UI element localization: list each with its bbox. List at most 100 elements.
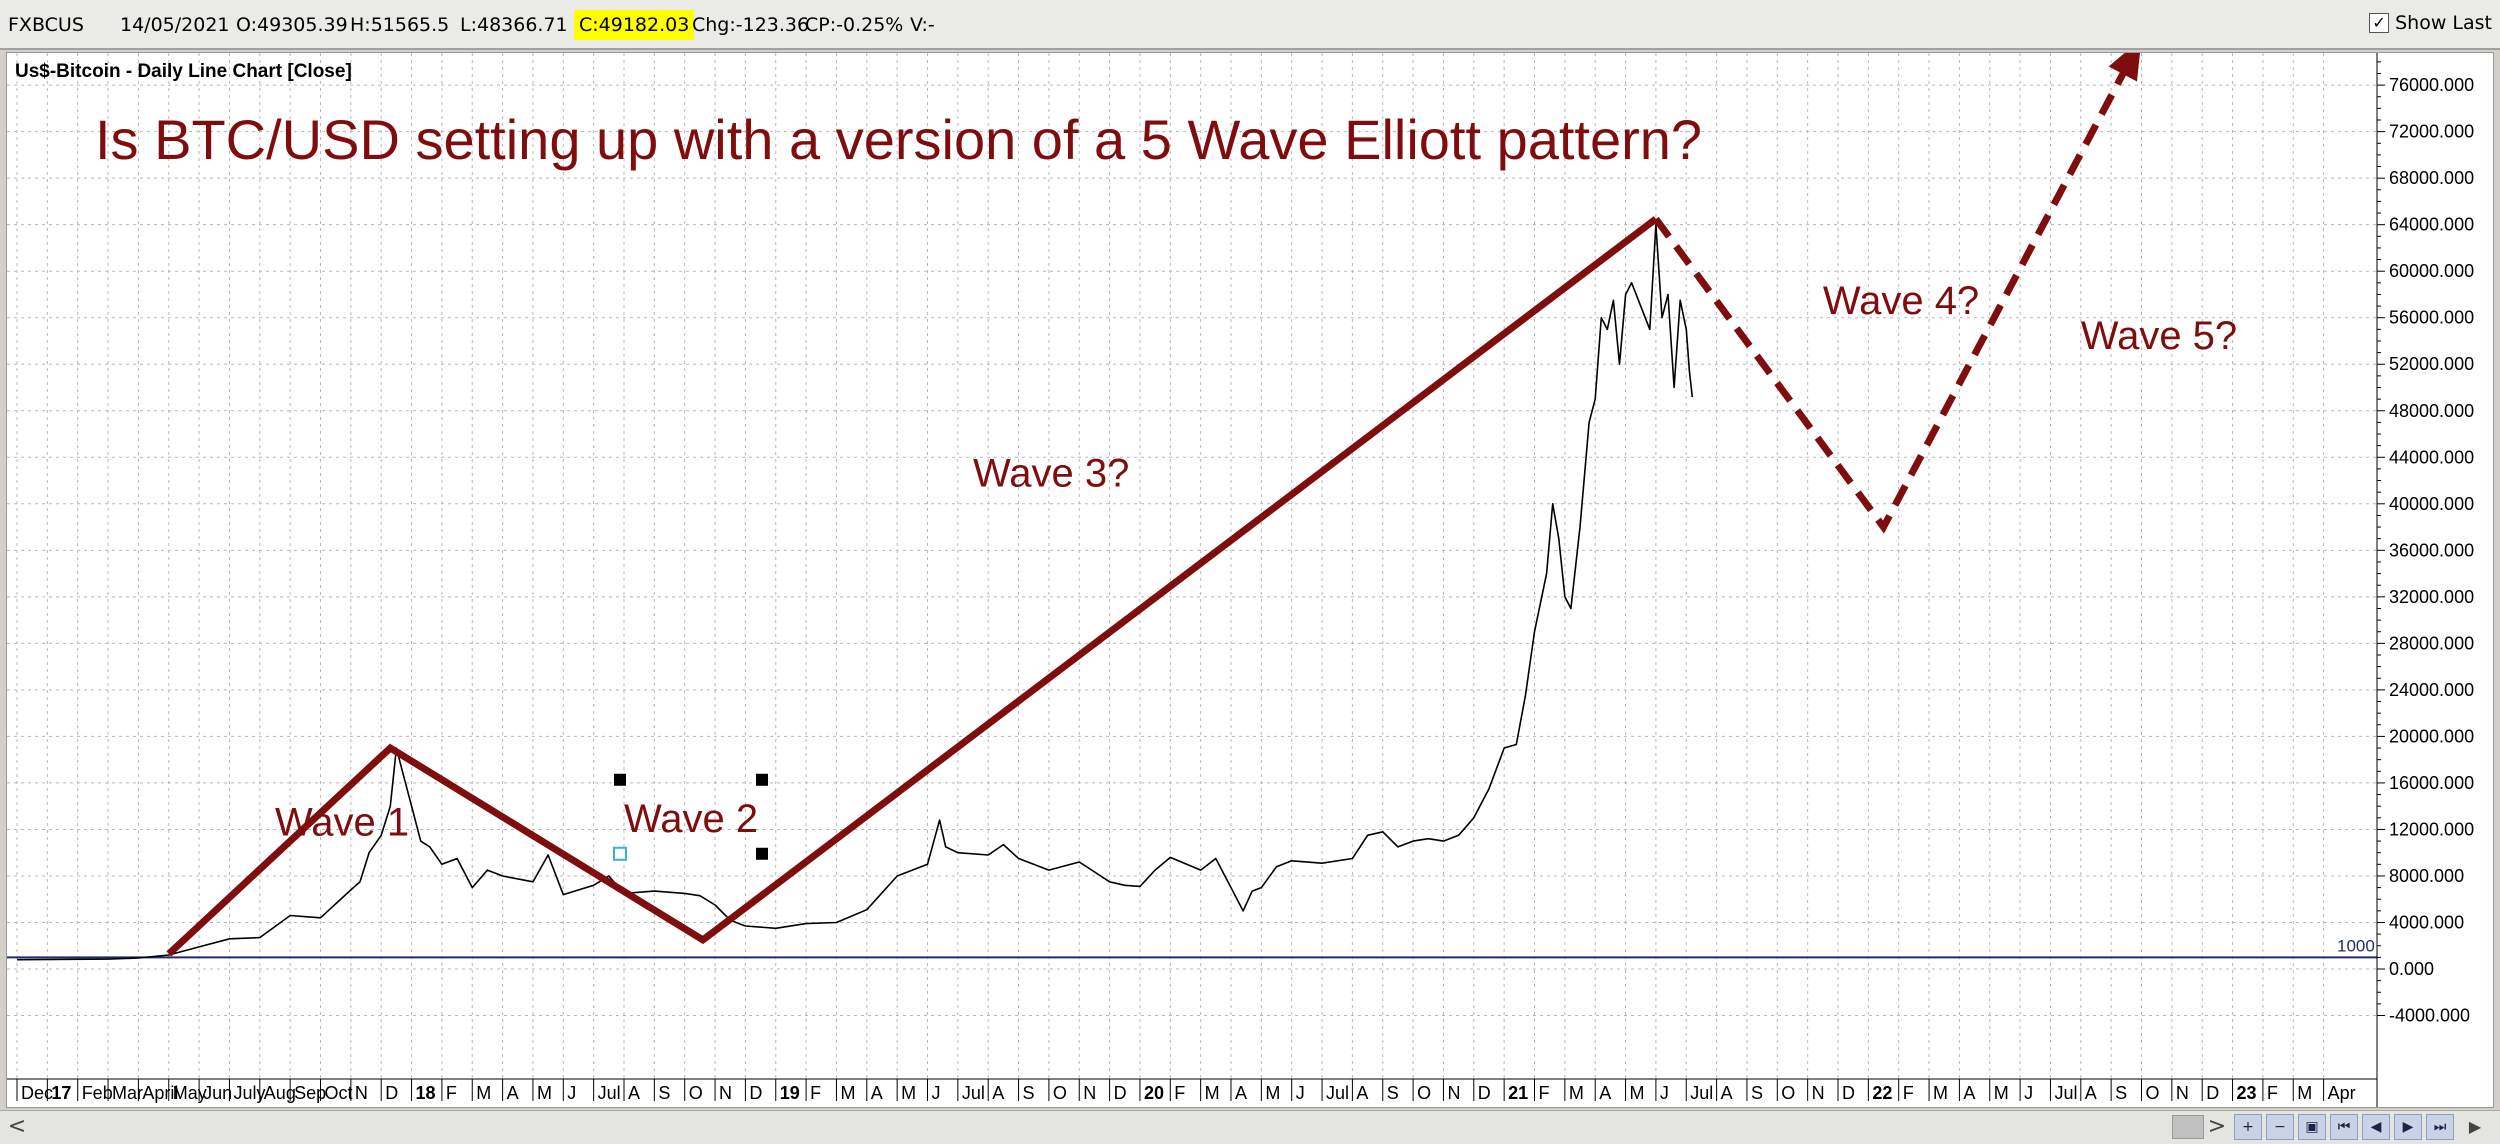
- show-last-checkbox[interactable]: ✓: [2369, 13, 2390, 33]
- selection-handle[interactable]: [756, 847, 768, 860]
- y-tick-label: 52000.000: [2389, 354, 2474, 374]
- x-tick-label: Jul: [598, 1083, 621, 1103]
- x-tick-label: J: [2024, 1083, 2033, 1103]
- x-tick-label: 18: [416, 1083, 436, 1103]
- wave-label[interactable]: Wave 2: [624, 797, 758, 841]
- x-tick-label: A: [507, 1083, 519, 1103]
- x-tick-label: N: [1083, 1083, 1096, 1103]
- x-tick-label: M: [840, 1083, 855, 1103]
- nav-next-icon[interactable]: ▶: [2394, 1114, 2422, 1140]
- y-tick-label: 16000.000: [2389, 773, 2474, 793]
- x-tick-label: Jul: [2054, 1083, 2077, 1103]
- wave-label[interactable]: Wave 3?: [973, 451, 1129, 495]
- y-tick-label: 40000.000: [2389, 494, 2474, 514]
- elliott-wave-dashed-line[interactable]: [1653, 53, 2142, 534]
- zoom-out-icon[interactable]: −: [2266, 1114, 2294, 1140]
- selection-handle[interactable]: [614, 773, 626, 786]
- selection-anchor-handle[interactable]: [613, 846, 627, 861]
- x-tick-label: N: [1447, 1083, 1460, 1103]
- x-tick-label: S: [1387, 1083, 1399, 1103]
- x-tick-label: O: [2146, 1083, 2160, 1103]
- x-tick-label: S: [1023, 1083, 1035, 1103]
- x-tick-label: J: [567, 1083, 576, 1103]
- y-tick-label: 64000.000: [2389, 215, 2474, 235]
- nav-last-icon[interactable]: ⏭: [2426, 1114, 2454, 1140]
- x-tick-label: 19: [780, 1083, 800, 1103]
- y-tick-label: 28000.000: [2389, 633, 2474, 653]
- x-tick-label: N: [719, 1083, 732, 1103]
- x-tick-label: May: [173, 1083, 207, 1103]
- x-tick-label: F: [810, 1083, 821, 1103]
- x-tick-label: M: [1630, 1083, 1645, 1103]
- x-tick-label: A: [1356, 1083, 1368, 1103]
- y-tick-label: 44000.000: [2389, 447, 2474, 467]
- x-tick-label: D: [1842, 1083, 1855, 1103]
- x-tick-label: M: [1569, 1083, 1584, 1103]
- wave-label[interactable]: Wave 4?: [1823, 279, 1979, 323]
- low-value: L:48366.71: [460, 14, 568, 36]
- x-tick-label: D: [1478, 1083, 1491, 1103]
- x-tick-label: J: [932, 1083, 941, 1103]
- wave-label[interactable]: Wave 1: [275, 800, 409, 844]
- x-tick-label: Sep: [294, 1083, 326, 1103]
- scroll-end-icon[interactable]: ▶: [2468, 1117, 2482, 1136]
- x-tick-label: N: [1812, 1083, 1825, 1103]
- y-tick-label: 72000.000: [2389, 122, 2474, 142]
- high-value: H:51565.5: [350, 14, 450, 36]
- wave-5-arrowhead: [2108, 53, 2140, 82]
- x-tick-label: N: [2176, 1083, 2189, 1103]
- y-tick-label: 56000.000: [2389, 308, 2474, 328]
- scroll-left-icon[interactable]: <: [7, 1114, 27, 1139]
- x-tick-label: M: [1994, 1083, 2009, 1103]
- x-tick-label: O: [689, 1083, 703, 1103]
- y-tick-label: 20000.000: [2389, 726, 2474, 746]
- change-percent-value: CP:-0.25%: [805, 14, 904, 36]
- x-tick-label: M: [537, 1083, 552, 1103]
- wave-label[interactable]: Wave 5?: [2081, 314, 2237, 358]
- volume-value: V:-: [910, 14, 935, 36]
- x-tick-label: F: [1539, 1083, 1550, 1103]
- chart-panel[interactable]: 1000 -4000.000 0.000 4000.000 8000.000 12000…: [6, 52, 2494, 1108]
- nav-prev-icon[interactable]: ◀: [2362, 1114, 2390, 1140]
- y-tick-label: 8000.000: [2389, 866, 2464, 886]
- x-tick-label: Aug: [264, 1083, 296, 1103]
- y-tick-label: 24000.000: [2389, 680, 2474, 700]
- x-tick-label: Dec: [21, 1083, 53, 1103]
- bottom-toolbar: < > + − ▣ ⏮ ◀ ▶ ⏭ ▶: [0, 1110, 2500, 1144]
- horizontal-scrollbar-track[interactable]: [34, 1120, 2164, 1136]
- y-tick-label: 12000.000: [2389, 819, 2474, 839]
- x-tick-label: Apr: [2328, 1083, 2356, 1103]
- fit-chart-icon[interactable]: ▣: [2298, 1114, 2326, 1140]
- x-tick-label: N: [355, 1083, 368, 1103]
- zoom-in-icon[interactable]: +: [2234, 1114, 2262, 1140]
- horizontal-scrollbar-thumb[interactable]: [2172, 1115, 2204, 1139]
- y-tick-label: 68000.000: [2389, 168, 2474, 188]
- x-tick-label: A: [1235, 1083, 1247, 1103]
- scroll-right-icon[interactable]: >: [2207, 1114, 2227, 1139]
- close-value: C:49182.03: [574, 10, 695, 40]
- x-tick-label: F: [1174, 1083, 1185, 1103]
- x-tick-label: O: [1053, 1083, 1067, 1103]
- change-value: Chg:-123.36: [692, 14, 810, 36]
- x-tick-label: M: [476, 1083, 491, 1103]
- x-tick-label: O: [1417, 1083, 1431, 1103]
- x-tick-label: 23: [2237, 1083, 2257, 1103]
- x-tick-label: O: [1781, 1083, 1795, 1103]
- selection-handle[interactable]: [756, 773, 768, 786]
- x-tick-label: 20: [1144, 1083, 1164, 1103]
- show-last-toggle[interactable]: ✓ Show Last: [2369, 12, 2492, 34]
- x-tick-label: S: [1751, 1083, 1763, 1103]
- price-chart[interactable]: 1000 -4000.000 0.000 4000.000 8000.000 12000…: [7, 53, 2494, 1108]
- x-tick-label: April: [142, 1083, 178, 1103]
- annotation-title[interactable]: Is BTC/USD setting up with a version of …: [95, 108, 1702, 171]
- x-tick-label: Jul: [962, 1083, 985, 1103]
- x-tick-label: M: [2297, 1083, 2312, 1103]
- x-tick-label: J: [1660, 1083, 1669, 1103]
- nav-first-icon[interactable]: ⏮: [2330, 1114, 2358, 1140]
- x-tick-label: A: [628, 1083, 640, 1103]
- quote-header-bar: FXBCUS 14/05/2021 O:49305.39 H:51565.5 L…: [0, 0, 2500, 50]
- x-tick-label: 22: [1872, 1083, 1892, 1103]
- elliott-wave-solid-line[interactable]: [166, 216, 1659, 957]
- x-tick-label: M: [1265, 1083, 1280, 1103]
- x-tick-label: 21: [1508, 1083, 1528, 1103]
